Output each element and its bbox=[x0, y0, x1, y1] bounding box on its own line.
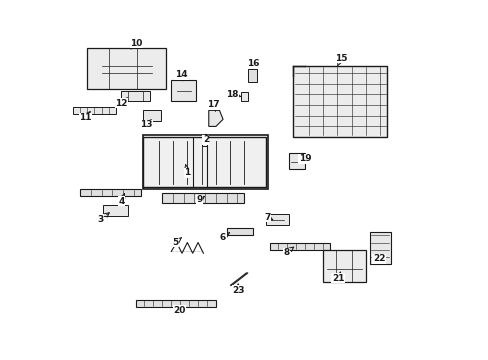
Polygon shape bbox=[226, 228, 253, 235]
Polygon shape bbox=[288, 153, 305, 169]
Polygon shape bbox=[230, 273, 247, 285]
Text: 20: 20 bbox=[173, 306, 185, 315]
Polygon shape bbox=[171, 80, 196, 102]
Text: 17: 17 bbox=[207, 100, 219, 111]
Text: 18: 18 bbox=[225, 90, 241, 99]
Polygon shape bbox=[162, 193, 244, 203]
Text: 15: 15 bbox=[334, 54, 346, 66]
Polygon shape bbox=[269, 243, 329, 249]
Text: 9: 9 bbox=[196, 195, 204, 204]
Text: 4: 4 bbox=[118, 194, 124, 206]
Text: 1: 1 bbox=[184, 165, 190, 177]
Text: 5: 5 bbox=[172, 238, 181, 247]
Polygon shape bbox=[80, 189, 141, 196]
Polygon shape bbox=[292, 66, 386, 137]
Text: 12: 12 bbox=[115, 98, 127, 108]
Text: 16: 16 bbox=[246, 59, 259, 69]
Text: 22: 22 bbox=[372, 254, 385, 263]
Polygon shape bbox=[323, 249, 365, 282]
Polygon shape bbox=[135, 300, 216, 307]
Polygon shape bbox=[208, 111, 223, 126]
Polygon shape bbox=[369, 232, 390, 264]
Text: 2: 2 bbox=[203, 135, 208, 144]
Polygon shape bbox=[142, 111, 160, 121]
Text: 8: 8 bbox=[283, 247, 293, 257]
Text: 21: 21 bbox=[331, 272, 344, 283]
Polygon shape bbox=[103, 205, 128, 216]
Text: 23: 23 bbox=[232, 284, 244, 294]
Text: 11: 11 bbox=[79, 112, 92, 122]
Polygon shape bbox=[265, 214, 288, 225]
Text: 13: 13 bbox=[140, 120, 152, 129]
Polygon shape bbox=[241, 93, 247, 102]
Text: 14: 14 bbox=[175, 70, 187, 81]
Polygon shape bbox=[201, 135, 206, 146]
Text: 10: 10 bbox=[130, 39, 142, 49]
Polygon shape bbox=[247, 69, 257, 82]
Polygon shape bbox=[121, 91, 149, 102]
Text: 6: 6 bbox=[220, 233, 229, 242]
Text: 3: 3 bbox=[98, 213, 109, 224]
Polygon shape bbox=[73, 107, 116, 114]
Text: 7: 7 bbox=[264, 213, 272, 222]
Polygon shape bbox=[87, 48, 165, 89]
Polygon shape bbox=[142, 137, 265, 187]
Text: 19: 19 bbox=[298, 154, 311, 163]
